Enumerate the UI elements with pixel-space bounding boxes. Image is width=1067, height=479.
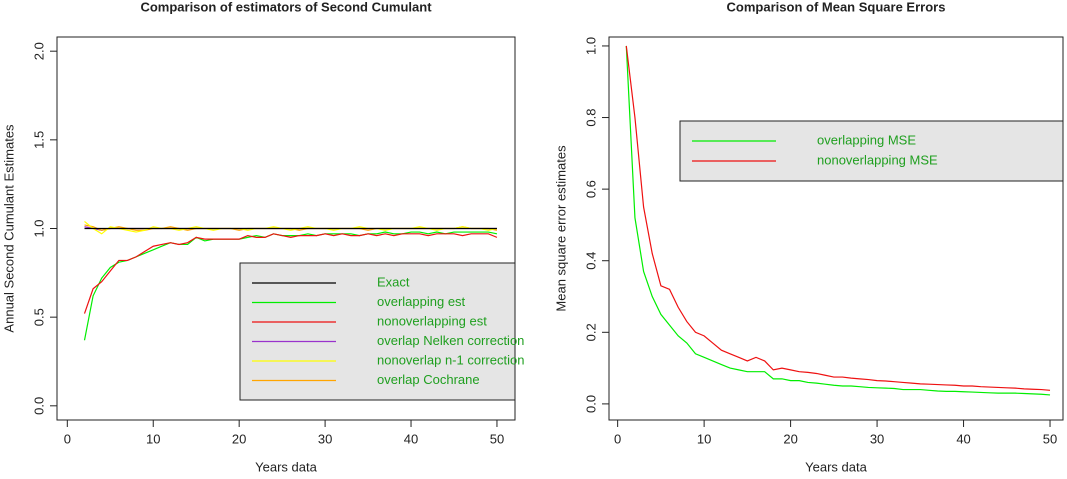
legend-label: overlapping MSE — [817, 132, 916, 147]
x-tick-label: 50 — [1043, 431, 1057, 446]
legend-box — [679, 120, 1064, 182]
legend-label: nonoverlapping MSE — [817, 152, 938, 167]
x-tick-label: 20 — [232, 431, 246, 446]
x-tick-label: 40 — [404, 431, 418, 446]
x-tick-label: 50 — [490, 431, 504, 446]
x-tick-label: 0 — [64, 431, 71, 446]
y-tick-label: 2.0 — [31, 42, 46, 60]
legend-label: overlapping est — [377, 294, 466, 309]
y-tick-label: 1.0 — [31, 219, 46, 237]
y-axis-label: Annual Second Cumulant Estimates — [1, 124, 16, 333]
legend-label: overlap Nelken correction — [377, 333, 524, 348]
legend-label: nonoverlap n-1 correction — [377, 352, 524, 367]
legend-box — [239, 262, 516, 401]
x-tick-label: 30 — [318, 431, 332, 446]
y-tick-label: 0.2 — [583, 323, 598, 341]
x-tick-label: 0 — [614, 431, 621, 446]
plot-frame — [56, 36, 516, 421]
y-axis-label: Mean square error estimates — [553, 145, 568, 312]
x-tick-label: 40 — [956, 431, 970, 446]
y-tick-label: 0.0 — [31, 397, 46, 415]
y-tick-label: 0.0 — [583, 395, 598, 413]
y-tick-label: 0.5 — [31, 308, 46, 326]
x-tick-label: 10 — [697, 431, 711, 446]
series-line — [625, 45, 1051, 396]
series-line — [83, 233, 498, 314]
chart-title: Comparison of Mean Square Errors — [727, 0, 946, 14]
x-tick-label: 10 — [146, 431, 160, 446]
chart-title: Comparison of estimators of Second Cumul… — [140, 0, 432, 14]
x-tick-label: 30 — [870, 431, 884, 446]
legend-label: nonoverlapping est — [377, 313, 487, 328]
y-tick-label: 0.6 — [583, 180, 598, 198]
y-tick-label: 0.4 — [583, 252, 598, 270]
x-axis-label: Years data — [805, 459, 867, 474]
y-tick-label: 0.8 — [583, 108, 598, 126]
plot-frame — [608, 36, 1064, 421]
x-axis-label: Years data — [255, 459, 317, 474]
y-tick-label: 1.0 — [583, 37, 598, 55]
series-line — [83, 231, 498, 341]
y-tick-label: 1.5 — [31, 131, 46, 149]
legend-label: Exact — [377, 274, 410, 289]
series-line — [625, 45, 1051, 391]
x-tick-label: 20 — [783, 431, 797, 446]
legend-label: overlap Cochrane — [377, 372, 480, 387]
